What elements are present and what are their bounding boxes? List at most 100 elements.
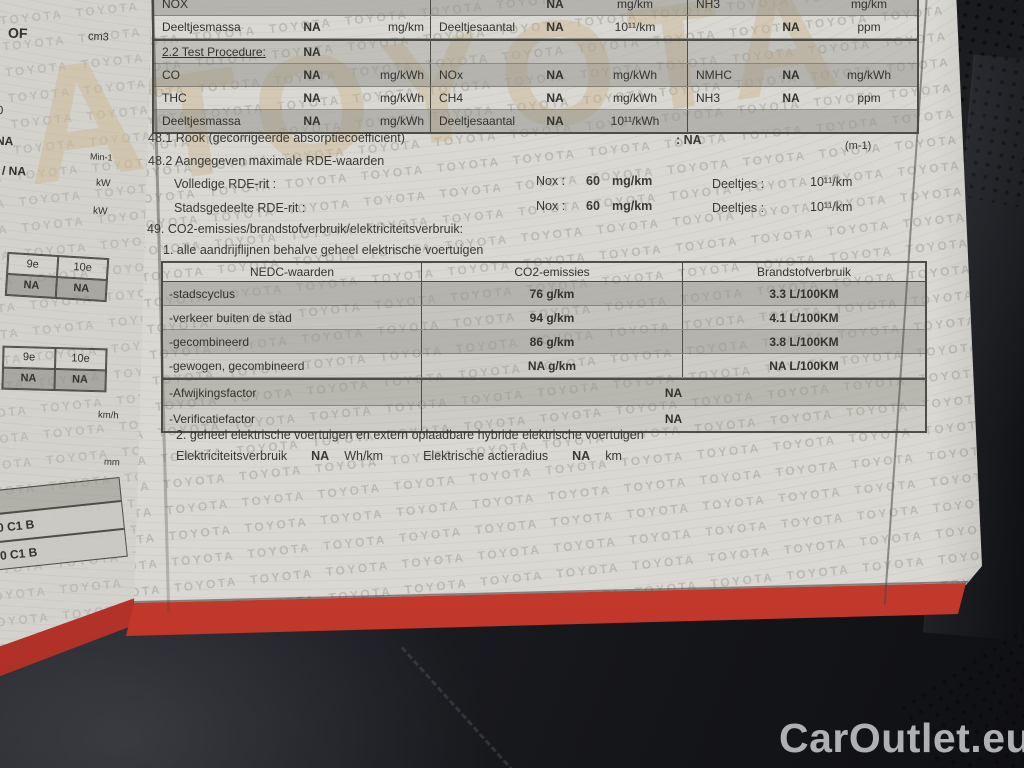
rde-nox-label: Nox : (536, 199, 566, 213)
pollutant-unit: mg/kWh (612, 68, 657, 82)
nedc-values-table: NEDC-waarden CO2-emissies Brandstofverbr… (161, 261, 927, 433)
co2-subsection-1: 1. alle aandrijflijnen behalve geheel el… (163, 243, 484, 257)
pollutant-value: NA (782, 91, 800, 105)
rde-section-title: 48.2 Aangegeven maximale RDE-waarden (148, 154, 385, 168)
pollutant-unit: mg/km (388, 20, 424, 34)
nedc-fuel-value: 4.1 L/100KM (769, 310, 839, 325)
gear-value: NA (53, 369, 106, 392)
pollutant-label: Deeltjesaantal (439, 114, 516, 128)
nedc-header-cell: NEDC-waarden (163, 263, 422, 281)
pollutant-value: NA (782, 68, 800, 82)
rde-nox-unit: mg/km (612, 174, 653, 188)
nedc-co2-value: 86 g/km (422, 330, 683, 353)
left-frag-of: OF (7, 24, 28, 42)
electric-consumption-unit: Wh/km (344, 449, 384, 463)
gear-value: NA (5, 273, 57, 298)
giant-watermark-letter: A (9, 20, 154, 220)
pollutant-unit: 10¹¹/kWh (610, 114, 660, 128)
electric-range-label: Elektrische actieradius (423, 449, 549, 463)
nedc-row-label: -gecombineerd (163, 330, 422, 353)
electric-range-unit: km (605, 449, 622, 463)
smoke-coefficient-value: : NA (676, 133, 702, 147)
pollutant-value: NA (546, 68, 564, 82)
giant-toyota-watermark: TOYOTA (138, 0, 862, 214)
co2-subsection-2: 2. geheel elektrische voertuigen en exte… (176, 428, 644, 442)
gear-header-10e: 10e (57, 256, 109, 281)
rde-nox-value: 60 (586, 199, 600, 213)
nedc-row: -verkeer buiten de stad 94 g/km 4.1 L/10… (163, 306, 925, 330)
electric-consumption-line: Elektriciteitsverbruik NA Wh/km Elektris… (176, 449, 622, 463)
gear-header-9e: 9e (3, 346, 56, 369)
pollutant-label: NMHC (696, 68, 732, 82)
nedc-row: -gewogen, gecombineerd NA g/km NA L/100K… (163, 354, 925, 378)
nedc-header-cell: CO2-emissies (422, 263, 683, 281)
left-frag-90: 90 (0, 102, 4, 118)
pollutant-label: CH4 (439, 91, 464, 105)
table-row: CO NA mg/kWh NOx NA mg/kWh NMHC NA mg/kWh (154, 64, 917, 87)
nedc-factor-value: NA (664, 411, 683, 426)
rde-nox-value: 60 (586, 174, 600, 188)
nedc-factor-row: -Afwijkingsfactor NA (163, 378, 925, 406)
pollutant-value: NA (303, 68, 321, 82)
pollutant-value: NA (303, 114, 321, 128)
table-row: Deeltjesmassa NA mg/kWh Deeltjesaantal NA 10… (154, 110, 917, 132)
nedc-factor-row: -Verificatiefactor NA (163, 406, 925, 431)
left-frag-kw-2: kW (92, 205, 108, 218)
rde-particles-label: Deeltjes : (712, 177, 765, 191)
pollutant-label: NOx (439, 68, 463, 82)
left-frag-na: NA (0, 133, 14, 149)
table-row: Deeltjesmassa NA mg/km Deeltjesaantal NA 10¹… (154, 16, 917, 39)
gear-ratio-table-2: 9e 10e NA NA (1, 345, 108, 393)
pollutant-unit: ppm (857, 20, 881, 34)
pollutant-label: NOX (162, 0, 189, 11)
nedc-row-label: -verkeer buiten de stad (163, 306, 422, 329)
nedc-row-label: -gewogen, gecombineerd (163, 354, 422, 377)
rde-row-label: Stadsgedeelte RDE-rit : (174, 201, 306, 215)
nedc-row: -gecombineerd 86 g/km 3.8 L/100KM (163, 330, 925, 354)
nedc-fuel-value: 3.8 L/100KM (769, 334, 839, 349)
pollutant-unit: mg/km (617, 0, 653, 11)
nedc-co2-value: 94 g/km (422, 306, 683, 329)
gear-header-10e: 10e (54, 348, 107, 371)
nedc-co2-value: 76 g/km (422, 282, 683, 305)
pollutant-unit: mg/kWh (612, 91, 657, 105)
pollutant-unit: mg/kWh (846, 68, 891, 82)
caroutlet-watermark: CarOutlet.eu (779, 715, 1024, 761)
nedc-factor-label: -Verificatiefactor (163, 406, 422, 431)
rde-nox-unit: mg/km (612, 199, 653, 213)
pollutant-label: THC (162, 91, 187, 105)
rde-row-label: Volledige RDE-rit : (174, 177, 277, 191)
rde-particles-value: 10¹¹/km (810, 175, 853, 189)
gear-header-9e: 9e (7, 252, 59, 277)
pollutant-unit: mg/kWh (379, 91, 424, 105)
left-frag-slash-na: / NA (1, 163, 27, 179)
pollutant-value: NA (546, 91, 564, 105)
pollutant-value: NA (303, 91, 321, 105)
left-frag-cm3: cm3 (87, 30, 110, 44)
smoke-coefficient-unit: (m-1) (845, 140, 872, 152)
gear-value: NA (55, 277, 107, 302)
table-row: THC NA mg/kWh CH4 NA mg/kWh NH3 NA ppm (154, 87, 917, 110)
pollutant-value: NA (782, 20, 800, 34)
pollutant-label: Deeltjesaantal (439, 20, 516, 34)
nedc-fuel-value: NA L/100KM (769, 358, 839, 373)
pollutant-label: NH3 (696, 91, 721, 105)
pollutant-value: NA (546, 20, 564, 34)
electric-consumption-value: NA (311, 449, 330, 463)
gear-ratio-table-1: 9e 10e NA NA (4, 251, 110, 303)
pollutant-value: NA (303, 20, 321, 34)
pollutant-value: NA (303, 45, 321, 59)
nedc-row-label: -stadscyclus (163, 282, 422, 305)
pollutant-value: NA (546, 0, 564, 11)
rde-particles-value: 10¹¹/km (810, 200, 853, 214)
co2-section-title: 49. CO2-emissies/brandstofverbruik/elekt… (147, 222, 464, 236)
pollutant-unit: mg/kWh (379, 68, 424, 82)
seat-stitch-seam (400, 646, 611, 768)
pollutant-unit: mg/km (851, 0, 887, 11)
pollutant-label: NH3 (696, 0, 721, 11)
emissions-limits-table: NOX NA mg/km NH3 mg/km Deeltjesmassa NA mg/k… (152, 0, 919, 134)
electric-range-value: NA (572, 449, 591, 463)
